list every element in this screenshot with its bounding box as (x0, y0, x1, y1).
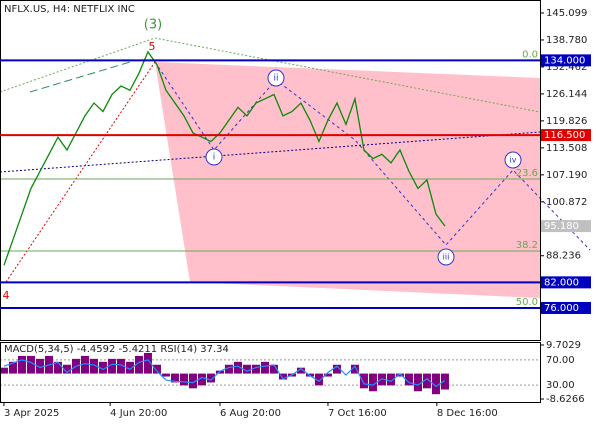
y-tick-label: 9.7029 (546, 340, 581, 351)
macd-bar (152, 364, 161, 374)
indicator-frame (0, 342, 541, 403)
y-tick-label: 138.780 (546, 35, 587, 46)
macd-bar (404, 373, 413, 386)
wave-label: (3) (144, 18, 162, 33)
macd-bar (80, 355, 89, 374)
y-tick-label: -8.6266 (546, 394, 585, 405)
y2-tick-label: 30.00 (546, 380, 575, 391)
rsi-line (3, 359, 446, 388)
level-label: 116.500 (544, 130, 585, 141)
macd-bar (125, 361, 134, 374)
macd-bar (278, 373, 287, 380)
macd-bar (368, 373, 377, 392)
macd-bar (386, 373, 395, 386)
macd-bar (260, 361, 269, 374)
macd-bar (143, 352, 152, 374)
wave-label: i (213, 153, 216, 163)
fib-label: 38.2 (516, 240, 538, 251)
chart-title: NFLX.US, H4: NETFLIX INC (4, 4, 135, 15)
fib-label: 50.0 (516, 297, 538, 308)
macd-bar (197, 373, 206, 386)
main-frame (0, 0, 541, 341)
wave-circle (437, 248, 455, 266)
y-tick-label: 88.236 (546, 251, 581, 262)
macd-bar (8, 361, 17, 374)
macd-bar (179, 373, 188, 386)
y-tick-label: 126.144 (546, 89, 587, 100)
x-tick-label: 7 Oct 16:00 (328, 408, 387, 419)
wave-circle (205, 148, 223, 166)
target-zone (155, 62, 540, 298)
macd-bar (26, 355, 35, 374)
level-box (541, 129, 591, 142)
macd-bar (269, 364, 278, 374)
macd-bar (422, 373, 431, 389)
macd-bar (116, 358, 125, 374)
y2-tick-label: 70.00 (546, 355, 575, 366)
y-tick-label: 113.508 (546, 143, 587, 154)
macd-bar (35, 358, 44, 374)
level-box (541, 301, 591, 314)
trend-line (29, 61, 131, 93)
y-tick-label: 100.872 (546, 197, 587, 208)
level-label: 76.000 (544, 303, 579, 314)
macd-bar (314, 373, 323, 386)
price-label: 95.180 (544, 221, 579, 232)
macd-bar (215, 370, 224, 374)
macd-bar (170, 373, 179, 383)
macd-bar (296, 367, 305, 374)
indicator-title: MACD(5,34,5) -4.4592 -5.4211 RSI(14) 37.… (4, 344, 229, 355)
level-box (541, 276, 591, 289)
macd-bar (440, 373, 449, 390)
macd-bar (206, 373, 215, 383)
macd-bar (0, 367, 8, 374)
macd-bar (359, 373, 368, 389)
macd-bar (89, 358, 98, 374)
macd-bar (134, 355, 143, 374)
macd-bar (161, 373, 170, 377)
macd-bar (188, 373, 197, 389)
trend-line (5, 61, 156, 283)
macd-bar (431, 373, 440, 395)
wave-label: 5 (149, 40, 156, 53)
macd-bar (53, 361, 62, 374)
level-label: 82.000 (544, 277, 579, 288)
level-label: 134.000 (544, 55, 585, 66)
macd-bar (251, 364, 260, 374)
trend-line (0, 37, 541, 113)
macd-bar (17, 355, 26, 374)
macd-bar (413, 373, 422, 392)
wave-label: iv (510, 156, 517, 165)
x-tick-label: 3 Apr 2025 (4, 408, 59, 419)
x-tick-label: 6 Aug 20:00 (220, 408, 281, 419)
wave-label: ii (273, 74, 278, 84)
fib-label: 0.0 (522, 49, 538, 60)
macd-bar (323, 373, 332, 377)
x-tick-label: 4 Jun 20:00 (110, 408, 167, 419)
wave-label: iii (443, 253, 450, 262)
macd-bar (350, 364, 359, 374)
y-tick-label: 119.826 (546, 116, 587, 127)
x-tick-label: 8 Dec 16:00 (437, 408, 498, 419)
macd-bar (62, 364, 71, 374)
fib-label: 23.6 (516, 168, 538, 179)
y-tick-label: 107.190 (546, 170, 587, 181)
macd-bar (107, 358, 116, 374)
y-tick-label: 145.099 (546, 8, 587, 19)
price-box (541, 220, 591, 233)
wave-label: 4 (3, 289, 10, 302)
wave-circle (267, 69, 285, 87)
level-box (541, 54, 591, 67)
macd-bar (242, 364, 251, 374)
macd-bar (98, 361, 107, 374)
y-tick-label: 132.462 (546, 62, 587, 73)
macd-bar (224, 364, 233, 374)
wave-circle (504, 151, 522, 169)
macd-bar (233, 361, 242, 374)
macd-bar (332, 364, 341, 374)
price-line (3, 50, 446, 266)
macd-bar (395, 373, 404, 377)
